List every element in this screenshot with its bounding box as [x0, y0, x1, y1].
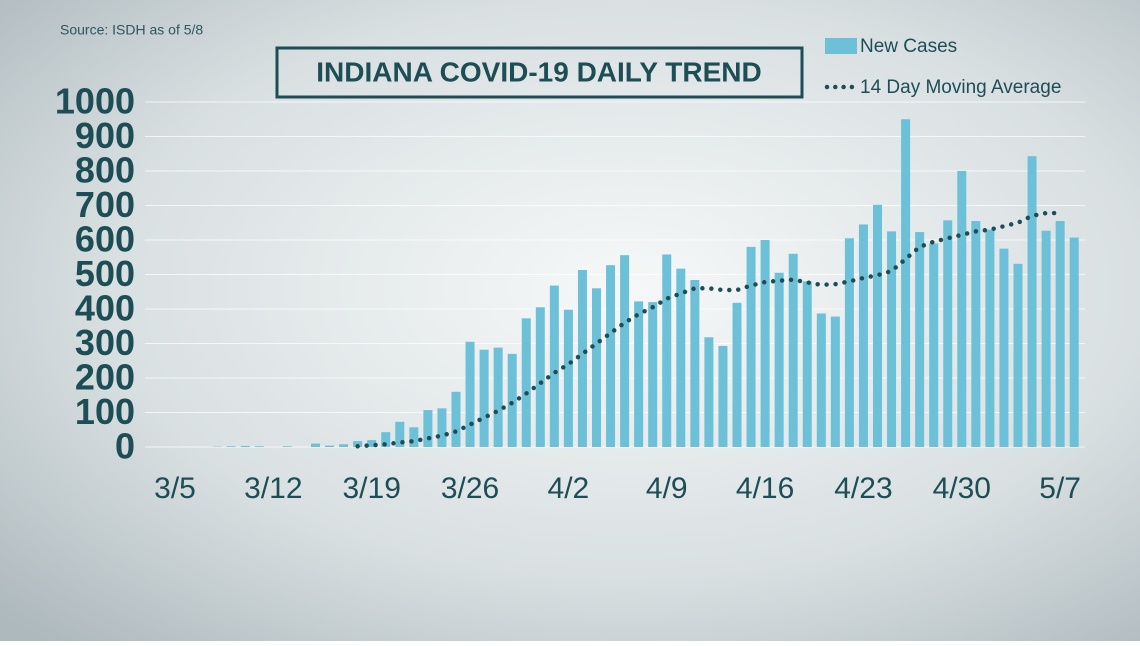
bar — [634, 301, 643, 447]
bar — [957, 171, 966, 447]
bar — [1056, 221, 1065, 447]
bar — [817, 313, 826, 447]
bar — [690, 280, 699, 447]
bar — [255, 446, 264, 447]
bar — [508, 354, 517, 447]
bar — [831, 317, 840, 447]
bar — [480, 350, 489, 447]
bar — [592, 288, 601, 447]
y-tick-label: 1000 — [55, 81, 135, 122]
x-tick-label: 4/16 — [736, 472, 794, 505]
x-tick-label: 3/19 — [343, 472, 401, 505]
bar — [325, 446, 334, 447]
bar — [747, 247, 756, 447]
bar — [241, 446, 250, 447]
bar — [227, 446, 236, 447]
legend-swatch — [825, 38, 857, 54]
bar — [409, 427, 418, 447]
bar — [999, 249, 1008, 447]
bar — [550, 286, 559, 447]
bar — [494, 348, 503, 447]
source: Source: ISDH as of 5/8 — [60, 22, 203, 38]
bar — [311, 444, 320, 447]
bar — [704, 337, 713, 447]
x-tick-label: 4/23 — [834, 472, 892, 505]
bar — [887, 231, 896, 447]
bar — [423, 410, 432, 447]
bar — [803, 281, 812, 447]
x-tick-label: 5/7 — [1039, 472, 1081, 505]
bar — [1042, 231, 1051, 447]
bar — [564, 310, 573, 447]
x-tick-label: 4/2 — [548, 472, 590, 505]
bar — [718, 346, 727, 447]
bar — [339, 444, 348, 447]
legend-label: 14 Day Moving Average — [860, 77, 1061, 98]
legend-label: New Cases — [860, 36, 957, 57]
bar — [789, 254, 798, 447]
bar — [466, 342, 475, 447]
bar — [901, 119, 910, 447]
bar — [648, 302, 657, 447]
bar — [943, 220, 952, 447]
bar — [859, 224, 868, 447]
x-tick-label: 3/12 — [244, 472, 302, 505]
bar — [985, 230, 994, 447]
bar — [929, 243, 938, 447]
bar — [522, 318, 531, 447]
bar — [845, 238, 854, 447]
bar — [437, 408, 446, 447]
bar — [662, 254, 671, 447]
bar — [733, 303, 742, 447]
bar — [606, 265, 615, 447]
x-tick-label: 3/26 — [441, 472, 499, 505]
bar — [873, 205, 882, 447]
bar — [536, 307, 545, 447]
bar — [1028, 156, 1037, 447]
bar — [1070, 238, 1079, 447]
bar — [452, 392, 461, 447]
bar — [620, 255, 629, 447]
bar — [1014, 264, 1023, 447]
bar — [775, 273, 784, 447]
bar — [915, 232, 924, 447]
bar — [971, 221, 980, 447]
x-tick-label: 3/5 — [154, 472, 196, 505]
x-tick-label: 4/9 — [646, 472, 688, 505]
bar — [761, 240, 770, 447]
bar — [283, 446, 292, 447]
x-tick-label: 4/30 — [933, 472, 991, 505]
chart-title: INDIANA COVID-19 DAILY TREND — [316, 56, 761, 87]
